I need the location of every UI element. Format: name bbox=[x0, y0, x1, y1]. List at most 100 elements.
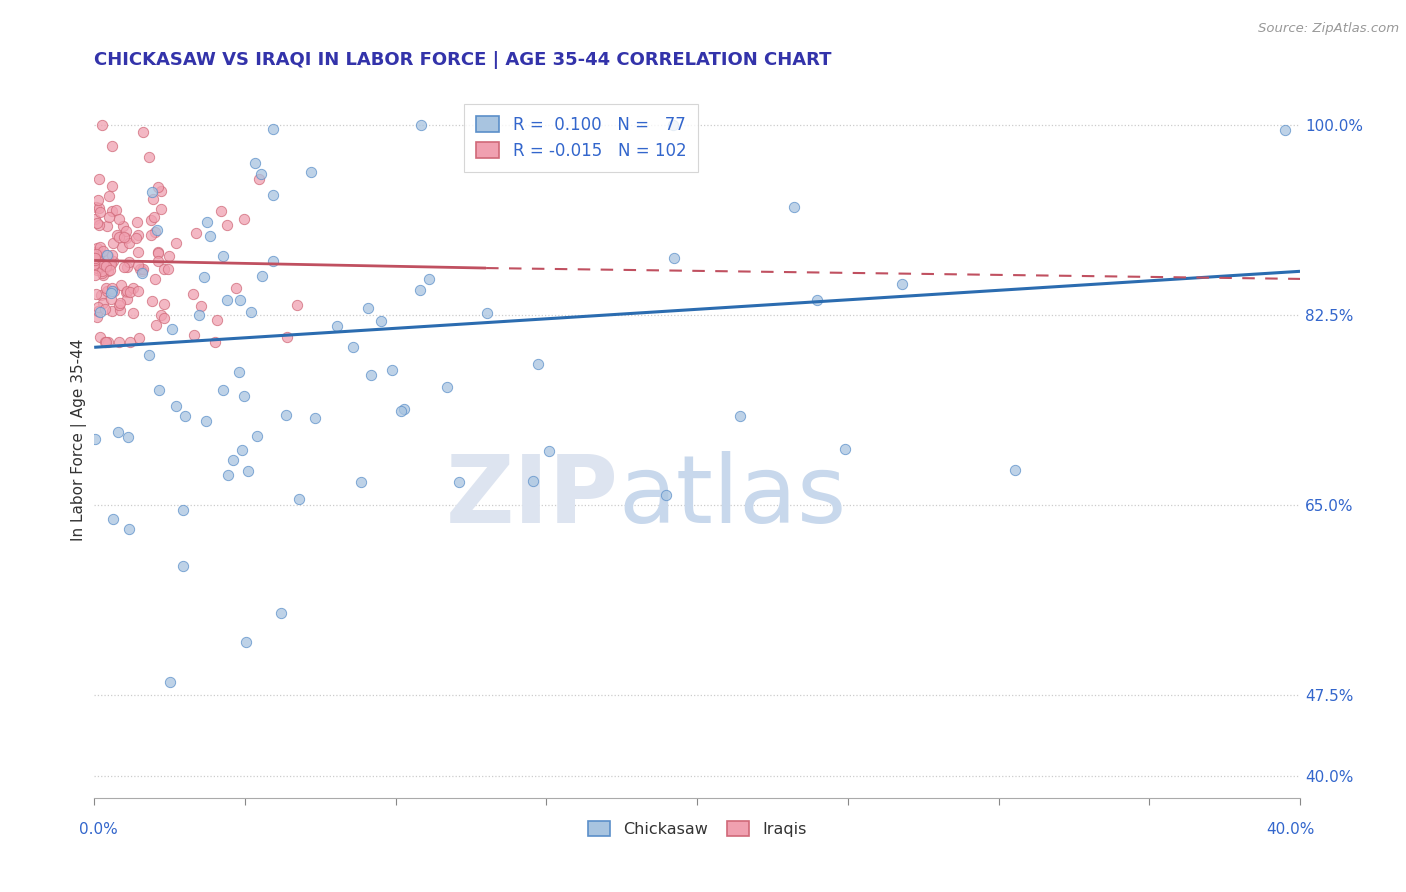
Point bbox=[111, 239, 134, 253]
Point bbox=[262, 187, 284, 202]
Point bbox=[806, 293, 828, 307]
Point bbox=[891, 277, 914, 291]
Point bbox=[304, 411, 326, 425]
Point bbox=[117, 430, 139, 444]
Point bbox=[174, 409, 197, 423]
Point bbox=[262, 122, 284, 136]
Point bbox=[165, 235, 187, 250]
Point bbox=[160, 322, 183, 336]
Point bbox=[250, 268, 273, 283]
Point bbox=[127, 244, 149, 259]
Point bbox=[233, 389, 256, 403]
Point bbox=[91, 266, 114, 280]
Point bbox=[193, 270, 215, 285]
Point bbox=[89, 201, 111, 215]
Point bbox=[131, 267, 153, 281]
Point bbox=[149, 308, 172, 322]
Point bbox=[276, 329, 298, 343]
Point bbox=[118, 522, 141, 536]
Point bbox=[118, 255, 141, 269]
Point bbox=[98, 211, 121, 225]
Point bbox=[409, 118, 432, 132]
Point bbox=[89, 172, 111, 186]
Point bbox=[101, 304, 124, 318]
Point bbox=[172, 503, 194, 517]
Point bbox=[418, 272, 440, 286]
Point bbox=[165, 399, 187, 413]
Point bbox=[83, 432, 105, 446]
Point bbox=[83, 253, 105, 268]
Point bbox=[104, 202, 127, 217]
Point bbox=[83, 268, 105, 282]
Point bbox=[188, 308, 211, 322]
Point bbox=[101, 139, 124, 153]
Point bbox=[107, 298, 129, 312]
Point bbox=[370, 314, 392, 328]
Point bbox=[153, 297, 176, 311]
Point bbox=[661, 118, 683, 132]
Point bbox=[159, 674, 181, 689]
Point bbox=[94, 302, 117, 317]
Point bbox=[1004, 463, 1026, 477]
Point bbox=[114, 230, 136, 244]
Point bbox=[204, 334, 226, 349]
Point bbox=[115, 224, 138, 238]
Point bbox=[94, 334, 117, 349]
Point bbox=[87, 300, 110, 314]
Point bbox=[96, 260, 118, 274]
Point bbox=[360, 368, 382, 383]
Point bbox=[91, 244, 114, 258]
Point bbox=[141, 228, 163, 243]
Text: 0.0%: 0.0% bbox=[79, 822, 118, 837]
Point bbox=[86, 216, 108, 230]
Point bbox=[125, 231, 148, 245]
Point bbox=[84, 247, 107, 261]
Point bbox=[90, 288, 112, 302]
Point bbox=[194, 414, 217, 428]
Point bbox=[150, 184, 173, 198]
Point bbox=[231, 442, 253, 457]
Point bbox=[222, 453, 245, 467]
Point bbox=[118, 285, 141, 299]
Point bbox=[117, 292, 139, 306]
Point bbox=[262, 254, 284, 268]
Point bbox=[198, 228, 221, 243]
Point bbox=[100, 292, 122, 306]
Point bbox=[172, 559, 194, 574]
Point bbox=[96, 248, 118, 262]
Point bbox=[84, 200, 107, 214]
Point bbox=[125, 215, 148, 229]
Point bbox=[89, 330, 111, 344]
Point bbox=[91, 257, 114, 271]
Point bbox=[285, 298, 308, 312]
Point bbox=[834, 442, 856, 456]
Point bbox=[108, 295, 131, 310]
Point bbox=[108, 302, 131, 317]
Point bbox=[153, 261, 176, 276]
Point bbox=[225, 281, 247, 295]
Point bbox=[101, 254, 124, 268]
Point bbox=[145, 318, 167, 332]
Point bbox=[274, 409, 297, 423]
Point bbox=[342, 340, 364, 354]
Point bbox=[87, 248, 110, 262]
Point bbox=[146, 179, 169, 194]
Point bbox=[94, 259, 117, 273]
Point bbox=[141, 186, 163, 200]
Point bbox=[228, 365, 250, 379]
Point bbox=[127, 227, 149, 242]
Text: atlas: atlas bbox=[619, 450, 846, 543]
Point bbox=[112, 229, 135, 244]
Point bbox=[101, 281, 124, 295]
Point bbox=[243, 156, 266, 170]
Point bbox=[288, 491, 311, 506]
Point bbox=[392, 401, 415, 416]
Point bbox=[98, 189, 121, 203]
Point bbox=[662, 251, 685, 265]
Text: CHICKASAW VS IRAQI IN LABOR FORCE | AGE 35-44 CORRELATION CHART: CHICKASAW VS IRAQI IN LABOR FORCE | AGE … bbox=[94, 51, 832, 69]
Point bbox=[97, 334, 120, 349]
Text: ZIP: ZIP bbox=[446, 450, 619, 543]
Point bbox=[117, 235, 139, 250]
Point bbox=[1274, 123, 1296, 137]
Point bbox=[122, 306, 145, 320]
